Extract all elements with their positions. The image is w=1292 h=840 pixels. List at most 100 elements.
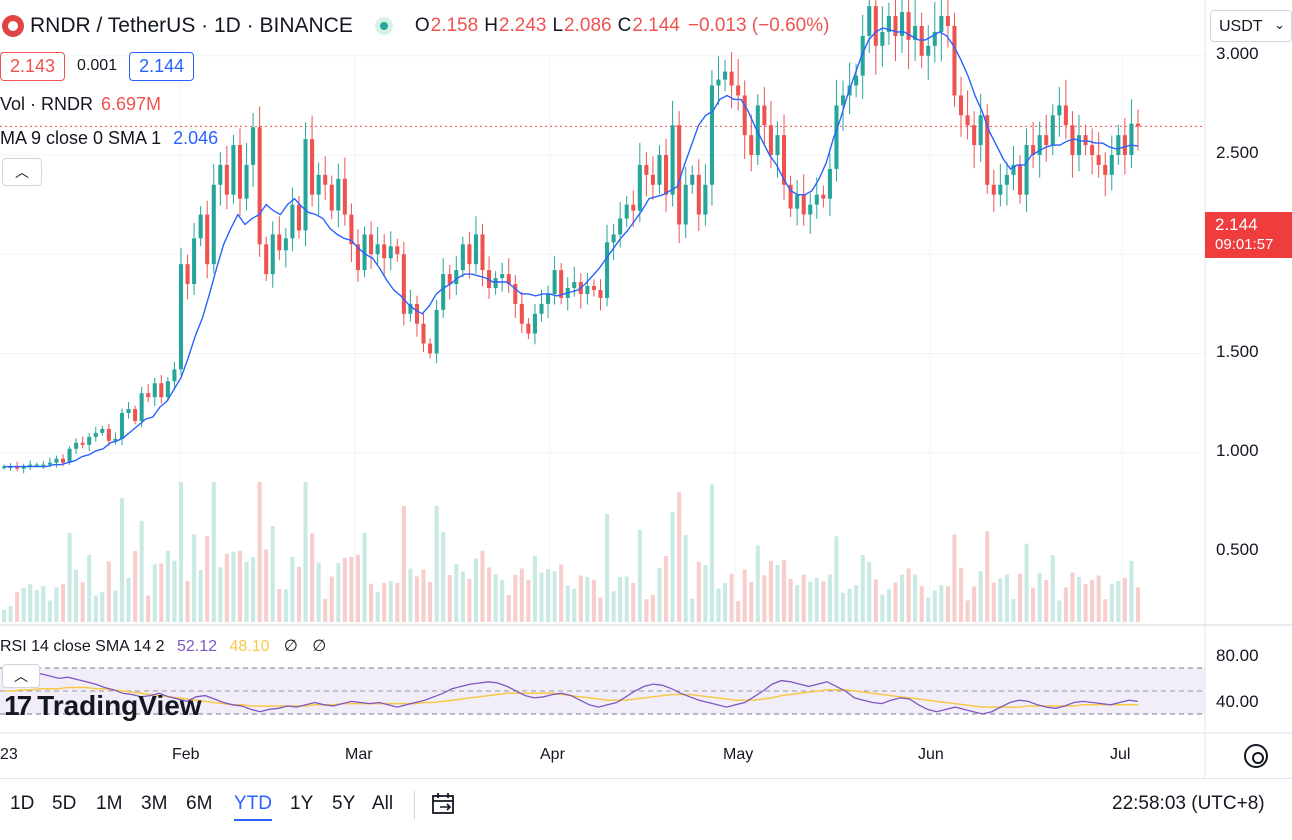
candle-body [939,16,944,32]
volume-bar [618,577,623,622]
volume-bar [952,534,957,622]
candle-body [146,393,151,398]
time-axis-label: Apr [540,746,565,763]
range-ytd-button[interactable]: YTD [234,793,272,821]
volume-bar [60,584,66,622]
range-1y-button[interactable]: 1Y [290,793,314,814]
current-price-tag: 2.144 09:01:57 [1205,212,1292,258]
candle-body [74,442,79,449]
volume-bar [605,514,610,622]
timezone-clock[interactable]: 22:58:03 (UTC+8) [1112,793,1265,814]
volume-bar [264,549,269,622]
candle-body [952,25,957,96]
volume-bar [106,561,111,622]
candle-body [788,184,793,209]
volume-bar [323,598,328,622]
candle-body [873,6,878,46]
collapse-rsi-button[interactable]: ︿ [2,664,40,688]
candle-body [644,164,649,175]
range-all-button[interactable]: All [372,793,394,814]
range-6m-button[interactable]: 6M [186,793,213,814]
candle-body [775,135,780,155]
volume-bar [657,567,662,622]
range-5y-button[interactable]: 5Y [332,793,356,814]
volume-bar [74,569,79,622]
volume-bar [716,588,721,622]
rsi-value: 52.12 [176,638,218,655]
volume-bar [755,545,760,622]
range-5d-button[interactable]: 5D [52,793,77,814]
candle-body [827,168,832,199]
volume-bar [336,562,341,622]
bar-countdown: 09:01:57 [1215,236,1274,253]
volume-bar [303,482,308,622]
volume-legend[interactable]: Vol · RNDR 6.697M [0,90,161,118]
volume-bar [369,583,374,622]
candle-body [178,264,184,370]
candle-body [54,458,59,463]
ohlc-low: L2.086 [552,15,612,36]
volume-bar [218,567,223,622]
candle-body [696,174,701,215]
volume-bar [329,576,334,622]
rsi-na-value: ∅ [283,638,298,655]
volume-bar [578,575,583,622]
volume-bar [808,581,813,622]
range-3m-button[interactable]: 3M [141,793,168,814]
volume-bar [1024,543,1029,622]
market-open-status-icon[interactable] [374,17,393,35]
volume-bar [1,610,7,622]
volume-bar [244,561,249,622]
volume-bar [801,574,806,622]
candle-body [886,16,891,32]
volume-bar [34,590,39,622]
volume-bar [421,569,426,622]
volume-bar [1050,555,1055,622]
volume-bar [1070,572,1075,622]
volume-bar [644,599,649,622]
collapse-legend-button[interactable]: ︿ [2,158,42,186]
candle-body [893,16,898,36]
candle-body [60,458,66,463]
volume-bar [565,585,570,622]
candle-body [375,244,380,255]
range-1d-button[interactable]: 1D [10,793,35,814]
volume-bar [827,574,832,622]
volume-bar [1129,560,1134,622]
candle-body [185,264,190,285]
candle-body [152,383,157,398]
candle-body [1129,123,1134,155]
ohlc-close: C2.144 [617,15,680,36]
tradingview-logo[interactable]: 17 TradingView [4,690,202,722]
ma-legend[interactable]: MA 9 close 0 SMA 1 2.046 [0,124,218,152]
volume-bar [428,582,433,622]
volume-bar [860,555,865,622]
range-1m-button[interactable]: 1M [96,793,123,814]
candle-body [801,194,806,215]
volume-bar [1004,574,1009,622]
ohlc-high: H2.243 [484,15,547,36]
candle-body [454,270,459,285]
symbol-title[interactable]: RNDR / TetherUS · 1D · BINANCE [30,14,353,37]
volume-bar [257,482,262,622]
sell-price-button[interactable]: 2.143 [0,51,66,81]
candle-body [1063,105,1068,126]
candle-body [231,145,236,195]
volume-bar [414,576,419,622]
volume-bar [473,558,478,622]
buy-price-button[interactable]: 2.144 [129,51,195,81]
currency-select[interactable]: USDT ⌄ [1210,10,1292,42]
candle-body [650,174,655,185]
volume-bar [729,573,734,622]
calendar-range-icon[interactable] [430,791,458,817]
volume-bar [736,601,741,622]
candle-body [755,105,760,155]
volume-bar [1090,579,1095,622]
settings-gear-icon[interactable] [1244,744,1268,768]
volume-bar [854,585,859,622]
volume-bar [670,512,675,622]
rsi-legend[interactable]: RSI 14 close SMA 14 2 52.12 48.10 ∅ ∅ [0,636,326,662]
candle-body [906,12,911,40]
candle-body [34,464,39,467]
